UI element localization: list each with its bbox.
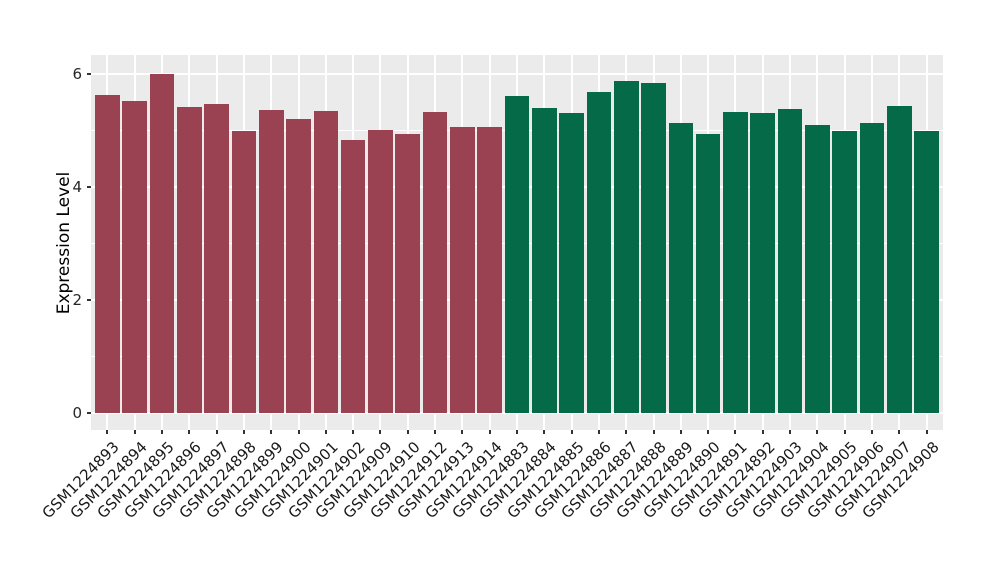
x-tick-mark xyxy=(925,430,928,434)
x-tick-mark xyxy=(352,430,355,434)
x-tick-mark xyxy=(843,430,846,434)
y-tick-label: 0 xyxy=(72,404,82,423)
bar-GSM1224902 xyxy=(340,140,366,414)
x-tick-mark xyxy=(570,430,573,434)
bar-GSM1224910 xyxy=(395,133,421,414)
x-tick-mark xyxy=(488,430,491,434)
x-tick-mark xyxy=(461,430,464,434)
x-tick-mark xyxy=(625,430,628,434)
x-tick-mark xyxy=(297,430,300,434)
bar-GSM1224888 xyxy=(641,82,666,414)
bar-GSM1224890 xyxy=(695,134,721,414)
x-tick-mark xyxy=(816,430,819,434)
bar-GSM1224898 xyxy=(231,131,257,414)
x-tick-mark xyxy=(516,430,518,434)
x-tick-mark xyxy=(406,430,409,434)
bar-GSM1224884 xyxy=(532,107,557,414)
x-tick-mark xyxy=(434,430,437,434)
bar-GSM1224897 xyxy=(204,103,229,414)
y-tick-mark xyxy=(87,412,91,415)
bar-GSM1224885 xyxy=(559,112,584,414)
x-tick-mark xyxy=(789,430,792,434)
bar-GSM1224901 xyxy=(313,110,339,414)
x-tick-mark xyxy=(379,430,382,434)
bar-GSM1224913 xyxy=(450,127,475,414)
x-tick-mark xyxy=(543,430,546,434)
x-tick-mark xyxy=(679,430,682,434)
bar-GSM1224891 xyxy=(723,111,748,414)
y-tick-label: 4 xyxy=(72,177,82,196)
bar-GSM1224894 xyxy=(122,101,147,414)
x-tick-mark xyxy=(270,430,273,434)
x-tick-mark xyxy=(324,430,327,434)
x-tick-mark xyxy=(898,430,901,434)
x-tick-mark xyxy=(871,430,873,434)
x-tick-mark xyxy=(106,430,109,434)
bar-GSM1224899 xyxy=(258,110,284,414)
y-tick-mark xyxy=(87,72,91,75)
bar-GSM1224906 xyxy=(859,122,885,414)
bar-GSM1224908 xyxy=(914,130,939,414)
x-tick-mark xyxy=(133,430,136,434)
x-tick-mark xyxy=(215,430,218,434)
x-tick-mark xyxy=(597,430,600,434)
x-tick-mark xyxy=(161,430,163,434)
x-tick-mark xyxy=(242,430,245,434)
x-tick-mark xyxy=(707,430,710,434)
plot-panel xyxy=(91,55,943,430)
x-tick-mark xyxy=(652,430,655,434)
bar-GSM1224905 xyxy=(832,131,857,414)
x-tick-mark xyxy=(761,430,764,434)
bar-GSM1224886 xyxy=(586,91,612,414)
bar-GSM1224896 xyxy=(177,107,202,414)
y-tick-mark xyxy=(87,185,91,188)
y-tick-label: 6 xyxy=(72,64,82,83)
bar-GSM1224907 xyxy=(887,105,912,414)
bar-GSM1224889 xyxy=(668,123,694,414)
bar-GSM1224909 xyxy=(368,129,393,414)
bar-GSM1224887 xyxy=(613,81,639,414)
bar-GSM1224914 xyxy=(477,126,502,414)
x-tick-mark xyxy=(734,430,737,434)
bar-GSM1224895 xyxy=(149,74,175,414)
x-tick-mark xyxy=(188,430,191,434)
y-tick-label: 2 xyxy=(72,290,82,309)
bar-GSM1224903 xyxy=(777,109,803,414)
bar-GSM1224883 xyxy=(504,95,530,414)
bar-GSM1224900 xyxy=(286,118,311,414)
y-tick-mark xyxy=(87,298,91,301)
bar-GSM1224892 xyxy=(750,112,776,414)
bar-GSM1224904 xyxy=(805,124,830,414)
bar-GSM1224912 xyxy=(422,111,448,414)
bar-GSM1224893 xyxy=(95,95,120,414)
